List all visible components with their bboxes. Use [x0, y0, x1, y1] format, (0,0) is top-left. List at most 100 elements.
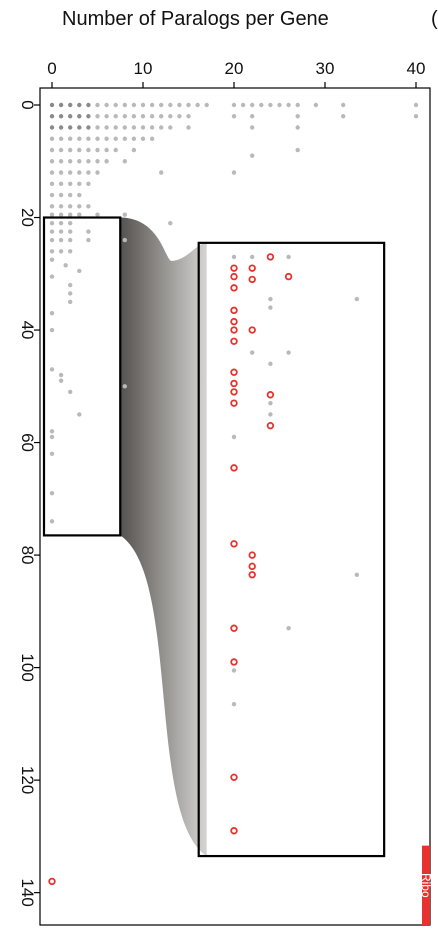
grey-data-point — [296, 103, 300, 107]
red-data-point — [231, 389, 237, 395]
grey-data-point — [95, 103, 99, 107]
y-tick-label: 80 — [18, 546, 37, 565]
grey-data-point — [414, 103, 418, 107]
y-tick-label: 40 — [18, 321, 37, 340]
x-tick-label: 0 — [47, 59, 56, 78]
grey-data-point — [68, 103, 72, 107]
grey-data-point — [159, 114, 163, 118]
grey-data-point — [114, 137, 118, 141]
y-tick-label: 100 — [18, 653, 37, 681]
grey-data-point — [77, 137, 81, 141]
grey-data-point — [250, 255, 254, 259]
grey-data-point — [132, 125, 136, 129]
grey-data-point — [68, 390, 72, 394]
grey-data-point — [77, 193, 81, 197]
grey-data-point — [277, 103, 281, 107]
grey-data-point — [177, 114, 181, 118]
red-data-point — [249, 327, 255, 333]
grey-data-point — [50, 311, 54, 315]
grey-data-point — [68, 159, 72, 163]
grey-data-point — [123, 384, 127, 388]
red-data-point — [249, 564, 255, 570]
grey-data-point — [50, 274, 54, 278]
grey-data-point — [205, 103, 209, 107]
grey-data-point — [59, 182, 63, 186]
grey-data-point — [250, 114, 254, 118]
grey-data-point — [68, 114, 72, 118]
ribo-label: Ribo — [419, 873, 433, 898]
grey-data-point — [68, 125, 72, 129]
grey-data-point — [50, 193, 54, 197]
grey-data-point — [77, 213, 81, 217]
grey-data-point — [296, 148, 300, 152]
grey-data-point — [141, 103, 145, 107]
red-data-point — [249, 572, 255, 578]
grey-data-point — [86, 148, 90, 152]
grey-data-point — [232, 170, 236, 174]
grey-data-point — [68, 137, 72, 141]
red-data-point — [231, 274, 237, 280]
grey-data-point — [95, 159, 99, 163]
grey-data-point — [95, 170, 99, 174]
grey-data-point — [68, 283, 72, 287]
grey-data-point — [77, 114, 81, 118]
grey-data-point — [114, 114, 118, 118]
grey-data-point — [232, 114, 236, 118]
red-data-point — [249, 277, 255, 283]
red-data-point — [249, 265, 255, 271]
grey-data-point — [268, 362, 272, 366]
grey-data-point — [104, 103, 108, 107]
red-data-point — [249, 552, 255, 558]
grey-data-point — [63, 263, 67, 267]
grey-data-point — [59, 137, 63, 141]
grey-data-point — [95, 213, 99, 217]
grey-data-point — [250, 103, 254, 107]
grey-data-point — [50, 519, 54, 523]
zoom-connector — [120, 218, 206, 857]
grey-data-point — [86, 182, 90, 186]
grey-data-point — [50, 435, 54, 439]
grey-data-point — [241, 103, 245, 107]
grey-data-point — [232, 702, 236, 706]
grey-data-point — [50, 328, 54, 332]
grey-data-point — [186, 114, 190, 118]
grey-data-point — [250, 153, 254, 157]
y-tick-label: 0 — [18, 100, 37, 109]
red-data-point — [231, 775, 237, 781]
grey-data-point — [123, 125, 127, 129]
grey-data-point — [59, 170, 63, 174]
grey-data-point — [86, 204, 90, 208]
grey-data-point — [114, 148, 118, 152]
grey-data-point — [68, 221, 72, 225]
grey-data-point — [123, 103, 127, 107]
grey-data-point — [68, 238, 72, 242]
y-tick-label: 20 — [18, 208, 37, 227]
grey-data-point — [50, 213, 54, 217]
grey-data-point — [150, 125, 154, 129]
red-data-point — [231, 465, 237, 471]
grey-data-point — [314, 103, 318, 107]
grey-data-point — [50, 137, 54, 141]
grey-data-point — [232, 255, 236, 259]
grey-data-point — [186, 103, 190, 107]
grey-data-point — [86, 125, 90, 129]
grey-data-point — [286, 626, 290, 630]
grey-data-point — [77, 148, 81, 152]
grey-data-point — [59, 229, 63, 233]
grey-data-point — [95, 137, 99, 141]
grey-data-point — [150, 114, 154, 118]
red-data-point — [231, 659, 237, 665]
grey-data-point — [95, 148, 99, 152]
grey-data-point — [150, 137, 154, 141]
grey-data-point — [168, 221, 172, 225]
x-tick-label: 30 — [316, 59, 335, 78]
grey-data-point — [59, 148, 63, 152]
grey-data-point — [50, 103, 54, 107]
grey-data-point — [114, 125, 118, 129]
grey-data-point — [286, 350, 290, 354]
red-data-point — [231, 338, 237, 344]
grey-data-point — [286, 255, 290, 259]
grey-data-point — [50, 221, 54, 225]
red-data-point — [268, 423, 274, 429]
